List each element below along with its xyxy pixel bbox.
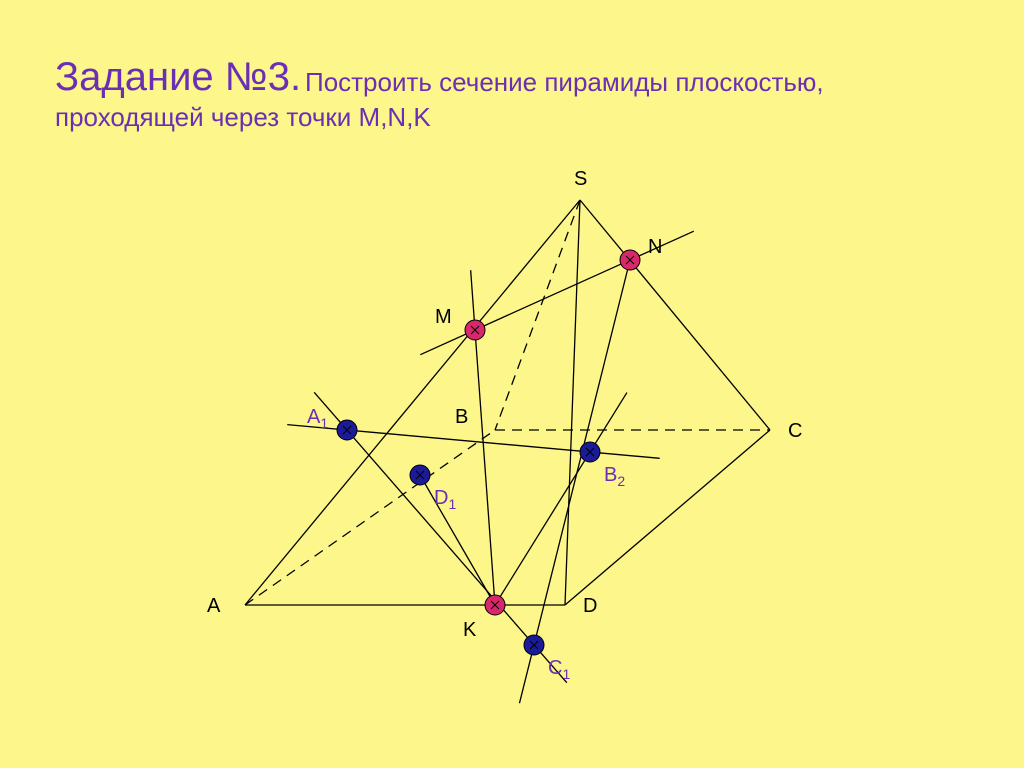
label-m: M [435, 306, 452, 329]
title-main: Задание №3. [55, 55, 301, 100]
pyramid-diagram [130, 170, 890, 730]
label-a1: A1 [307, 406, 328, 431]
label-d1: D1 [434, 487, 456, 512]
label-b2: B2 [604, 464, 625, 489]
label-k: K [463, 619, 476, 642]
label-c: C [788, 420, 802, 443]
label-c1: C1 [548, 657, 570, 682]
label-b: B [455, 406, 468, 429]
title-sub1: Построить сечение пирамиды плоскостью, [305, 67, 824, 98]
label-n: N [648, 236, 662, 259]
label-d: D [583, 595, 597, 618]
label-s: S [574, 168, 587, 191]
label-a: A [207, 595, 220, 618]
stage: Задание №3. Построить сечение пирамиды п… [0, 0, 1024, 768]
title-sub2: проходящей через точки M,N,K [55, 102, 431, 133]
